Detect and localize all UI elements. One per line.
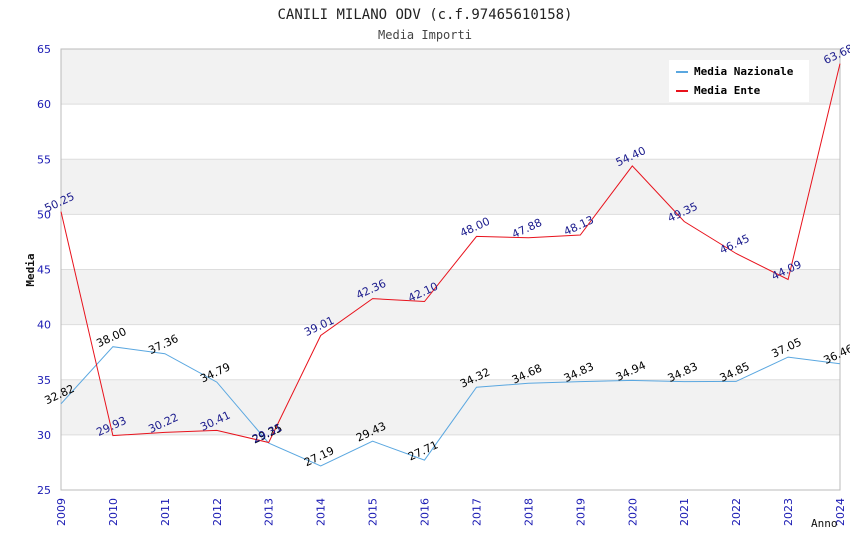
y-tick-label: 55 — [37, 153, 51, 166]
chart-subtitle: Media Importi — [378, 28, 472, 42]
y-tick-label: 65 — [37, 43, 51, 56]
x-tick-label: 2017 — [470, 498, 483, 526]
y-tick-label: 50 — [37, 208, 51, 221]
x-tick-label: 2020 — [626, 498, 639, 526]
x-tick-label: 2015 — [367, 498, 380, 526]
x-tick-label: 2023 — [782, 498, 795, 526]
x-tick-label: 2011 — [159, 498, 172, 526]
x-tick-label: 2009 — [55, 498, 68, 526]
plot-background-bands — [61, 49, 840, 490]
x-tick-label: 2014 — [315, 498, 328, 526]
series-line-media-nazionale — [60, 346, 841, 467]
y-axis-ticks: 25 30 35 40 45 50 55 60 65 — [37, 43, 51, 497]
y-tick-label: 45 — [37, 264, 51, 277]
y-tick-label: 35 — [37, 374, 51, 387]
x-axis-ticks: 2009 2010 2011 2012 2013 2014 2015 2016 2017 2018… — [55, 498, 847, 526]
x-tick-label: 2018 — [522, 498, 535, 526]
x-tick-label: 2013 — [263, 498, 276, 526]
x-tick-label: 2024 — [834, 498, 847, 526]
x-tick-label: 2021 — [678, 498, 691, 526]
background-band — [61, 104, 840, 160]
y-tick-label: 60 — [37, 98, 51, 111]
background-band — [61, 434, 840, 490]
background-band — [61, 214, 840, 270]
x-axis-label: Anno — [811, 517, 838, 530]
series-lines — [60, 63, 841, 467]
background-band — [61, 159, 840, 215]
chart-title: CANILI MILANO ODV (c.f.97465610158) — [277, 7, 572, 23]
x-tick-label: 2016 — [419, 498, 432, 526]
background-band — [61, 324, 840, 380]
x-tick-label: 2012 — [211, 498, 224, 526]
y-tick-label: 40 — [37, 319, 51, 332]
y-tick-label: 30 — [37, 429, 51, 442]
y-axis-label: Media — [24, 253, 37, 286]
x-tick-label: 2010 — [107, 498, 120, 526]
series-line-media-ente — [60, 63, 841, 444]
background-band — [61, 269, 840, 325]
legend-label-media-nazionale: Media Nazionale — [694, 65, 794, 78]
legend: Media Nazionale Media Ente — [669, 60, 809, 102]
x-tick-label: 2022 — [730, 498, 743, 526]
background-band — [61, 379, 840, 435]
legend-box — [669, 60, 809, 102]
y-tick-label: 25 — [37, 484, 51, 497]
x-tick-label: 2019 — [574, 498, 587, 526]
plot-area — [60, 48, 841, 491]
legend-label-media-ente: Media Ente — [694, 84, 761, 97]
